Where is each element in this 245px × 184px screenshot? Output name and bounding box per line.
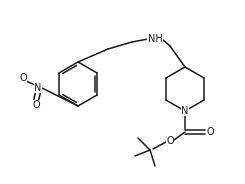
Text: N: N [181, 106, 189, 116]
Text: O: O [166, 136, 174, 146]
Text: O: O [206, 127, 214, 137]
Text: O: O [32, 100, 40, 110]
Text: N: N [34, 83, 42, 93]
Text: NH: NH [148, 34, 162, 44]
Text: O: O [19, 73, 27, 83]
